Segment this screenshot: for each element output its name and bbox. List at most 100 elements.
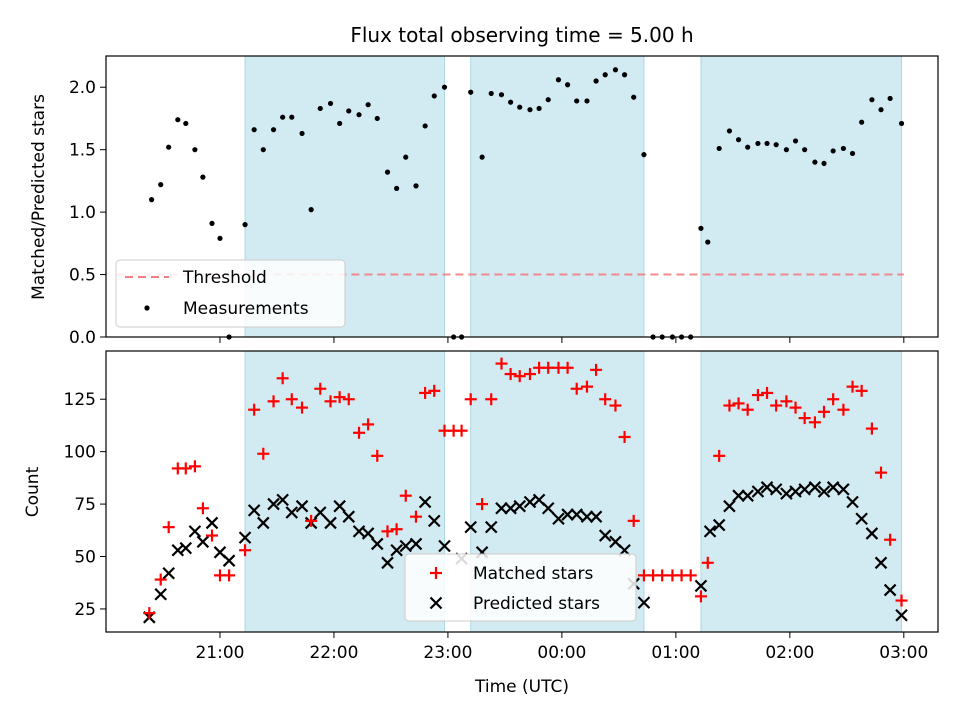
matched-star-point: [419, 386, 432, 399]
predicted-star-point: [196, 535, 210, 549]
measurement-point: [337, 120, 343, 127]
legend-matched-swatch: [430, 567, 442, 579]
matched-star-point: [399, 489, 412, 502]
matched-star-point: [267, 395, 280, 408]
matched-star-point: [701, 556, 714, 569]
measurement-point: [403, 154, 409, 160]
top-legend: Threshold Measurements: [115, 259, 346, 328]
matched-star-point: [618, 430, 631, 443]
legend-predicted-label: Predicted stars: [473, 594, 600, 614]
measurement-point: [840, 145, 847, 152]
measurement-point: [517, 104, 523, 110]
predicted-star-point: [247, 504, 261, 517]
measurement-point: [192, 147, 198, 153]
measurement-point: [183, 120, 189, 127]
y-tick-label: 2.0: [69, 78, 96, 98]
predicted-star-point: [370, 537, 384, 551]
matched-star-point: [362, 418, 375, 431]
measurement-point: [217, 235, 223, 241]
measurement-point: [878, 107, 884, 113]
predicted-star-point: [381, 556, 394, 570]
measurement-point: [242, 222, 248, 228]
x-tick-label: 23:00: [423, 643, 472, 663]
matched-star-point: [504, 368, 517, 381]
predicted-star-point: [222, 554, 236, 567]
matched-star-point: [846, 380, 859, 393]
x-axis-label: Time (UTC): [474, 677, 569, 697]
predicted-star-point: [694, 579, 708, 593]
matched-star-point: [627, 514, 640, 527]
matched-stars-series: [143, 357, 908, 620]
matched-star-point: [314, 382, 327, 395]
predicted-star-point: [780, 487, 793, 500]
matched-star-point: [561, 361, 574, 374]
matched-star-point: [542, 361, 555, 374]
predicted-star-point: [598, 529, 612, 542]
matched-star-point: [523, 368, 536, 381]
measurement-point: [365, 102, 371, 108]
matched-star-point: [732, 397, 745, 410]
measurement-point: [270, 127, 277, 133]
predicted-star-point: [513, 499, 526, 513]
measurement-point: [468, 89, 474, 95]
bottom-y-axis-label: Count: [23, 466, 43, 517]
measurement-point: [209, 220, 215, 226]
matched-star-point: [884, 533, 897, 546]
y-tick-label: 25: [74, 600, 96, 620]
matched-star-point: [305, 514, 318, 527]
predicted-star-point: [552, 512, 565, 526]
legend-threshold-label: Threshold: [182, 268, 267, 288]
measurement-point: [356, 112, 362, 118]
measurement-point: [299, 130, 305, 137]
matched-star-point: [599, 393, 612, 406]
predicted-star-point: [837, 483, 850, 496]
bottom-y-axis-ticks: 25 50 75 100 125: [64, 390, 106, 620]
matched-star-point: [713, 449, 726, 462]
matched-star-point: [770, 399, 783, 412]
measurement-point: [508, 99, 514, 105]
matched-star-point: [808, 416, 821, 429]
measurement-point: [593, 78, 599, 84]
measurement-point: [621, 72, 628, 78]
predicted-star-point: [561, 508, 574, 521]
measurement-point: [698, 225, 704, 231]
predicted-star-point: [504, 501, 517, 515]
predicted-star-point: [712, 518, 726, 532]
measurement-point: [200, 174, 206, 180]
predicted-star-point: [732, 489, 745, 502]
matched-star-point: [353, 426, 366, 439]
x-tick-label: 02:00: [765, 643, 814, 663]
measurement-point: [327, 100, 334, 107]
predicted-star-point: [418, 495, 432, 509]
measurement-point: [849, 150, 856, 157]
matched-star-point: [513, 370, 526, 383]
measurement-point: [536, 105, 542, 112]
matched-star-point: [476, 498, 489, 511]
measurement-point: [413, 183, 419, 189]
predicted-star-point: [188, 525, 202, 538]
matched-star-point: [875, 466, 888, 479]
measurement-point: [545, 97, 551, 103]
predicted-star-point: [390, 543, 403, 557]
matched-star-point: [837, 403, 850, 416]
x-tick-label: 01:00: [651, 643, 700, 663]
predicted-star-point: [769, 483, 783, 496]
predicted-star-point: [817, 485, 831, 498]
bottom-plot-frame: [105, 350, 939, 633]
matched-star-point: [371, 449, 384, 462]
measurement-point: [574, 98, 580, 104]
predicted-star-point: [361, 527, 375, 540]
matched-star-point: [780, 395, 793, 408]
predicted-star-point: [760, 481, 774, 494]
matched-star-point: [257, 447, 270, 460]
measurement-point: [175, 117, 181, 123]
predicted-star-point: [741, 489, 754, 502]
bottom-legend-box: [404, 553, 637, 622]
matched-star-point: [580, 380, 593, 393]
predicted-star-point: [589, 510, 603, 523]
measurement-point: [641, 152, 647, 158]
top-legend-box: [115, 259, 346, 328]
measurement-point: [716, 145, 722, 152]
matched-star-point: [162, 521, 175, 534]
measurement-point: [166, 144, 172, 150]
